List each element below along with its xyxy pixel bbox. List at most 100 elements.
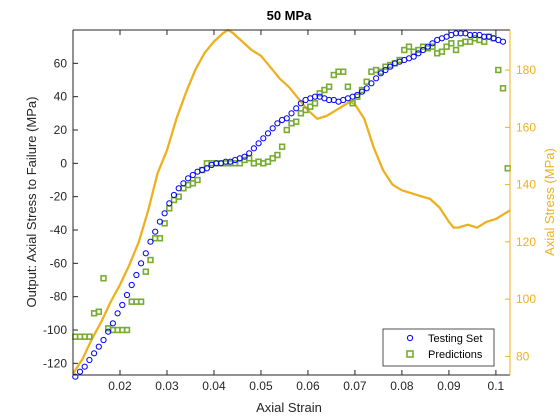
y-tick-label: 0 xyxy=(60,156,67,170)
y-tick-label-right: 80 xyxy=(516,349,530,363)
x-tick-label: 0.06 xyxy=(296,379,320,393)
testing-set-point xyxy=(297,100,304,107)
x-tick-label: 0.05 xyxy=(249,379,273,393)
prediction-point xyxy=(283,126,290,134)
testing-set-point xyxy=(76,368,84,375)
prediction-point xyxy=(325,83,333,90)
y-tick-label: 20 xyxy=(54,123,68,137)
testing-set-point xyxy=(264,130,272,137)
prediction-point xyxy=(316,90,323,97)
prediction-point xyxy=(349,100,356,107)
prediction-point xyxy=(142,268,149,275)
axes-layer: 0.02 0.03 0.04 0.05 0.06 0.07 0.08 0.09 0.1 -120 -… xyxy=(43,29,536,393)
chart-title: 50 MPa xyxy=(267,8,313,23)
testing-set-point xyxy=(363,85,370,92)
x-axis-label: Axial Strain xyxy=(256,400,322,415)
y-tick-label-right: 180 xyxy=(516,63,536,77)
y-tick-label-right: 140 xyxy=(516,178,536,192)
prediction-point xyxy=(452,46,460,54)
prediction-point xyxy=(311,100,319,107)
series-layer xyxy=(72,28,511,380)
testing-set-point xyxy=(246,150,253,157)
legend-label-testing-set: Testing Set xyxy=(428,333,482,345)
prediction-point xyxy=(499,85,507,92)
prediction-point xyxy=(438,48,446,55)
testing-set-point xyxy=(415,50,422,57)
y-tick-label: -120 xyxy=(43,356,67,370)
y-tick-label-right: 100 xyxy=(516,292,536,306)
y-tick-label-right: 160 xyxy=(516,120,536,134)
legend-marker-predictions xyxy=(406,350,414,358)
prediction-point xyxy=(194,176,201,184)
prediction-point xyxy=(100,275,107,282)
x-tick-label: 0.02 xyxy=(108,379,132,393)
x-tick-label: 0.08 xyxy=(390,379,414,393)
testing-set-point xyxy=(170,191,178,199)
prediction-point xyxy=(302,106,309,114)
prediction-point xyxy=(297,110,305,117)
x-tick-label: 0.07 xyxy=(343,379,367,393)
testing-set-point xyxy=(269,125,276,132)
testing-set-point xyxy=(156,218,163,225)
testing-set-point xyxy=(133,271,140,279)
prediction-point xyxy=(321,86,328,94)
legend-marker-testing-set xyxy=(406,334,414,342)
testing-set-point xyxy=(481,33,488,40)
x-tick-label: 0.09 xyxy=(437,379,461,393)
y-tick-label: -80 xyxy=(50,290,68,304)
testing-set-point xyxy=(180,180,187,187)
testing-set-point xyxy=(368,80,375,87)
testing-set-point xyxy=(382,66,389,74)
prediction-point xyxy=(443,43,450,50)
testing-set-point xyxy=(72,373,79,380)
testing-set-point xyxy=(166,200,173,207)
testing-set-point xyxy=(91,350,98,357)
prediction-point xyxy=(448,40,455,47)
prediction-point xyxy=(401,46,408,54)
prediction-point xyxy=(156,235,164,242)
y-tick-label: -100 xyxy=(43,323,67,337)
prediction-point xyxy=(264,158,272,165)
testing-set-point xyxy=(377,70,384,77)
testing-set-point xyxy=(373,75,380,82)
y-axis-label-right: Axial Stress (MPa) xyxy=(542,148,557,256)
testing-set-point xyxy=(424,43,431,50)
testing-set-point xyxy=(250,145,257,152)
y-tick-label: -20 xyxy=(50,190,68,204)
testing-set-point xyxy=(326,96,333,104)
prediction-point xyxy=(339,68,347,75)
testing-set-point xyxy=(260,135,267,142)
testing-set-point xyxy=(429,40,436,47)
prediction-point xyxy=(95,308,103,315)
testing-set-point xyxy=(288,110,295,117)
testing-set-point xyxy=(499,38,507,45)
testing-set-point xyxy=(86,356,93,364)
x-tick-label: 0.1 xyxy=(488,379,505,393)
prediction-point xyxy=(269,155,276,162)
testing-set-point xyxy=(467,31,474,39)
testing-set-point xyxy=(354,91,361,99)
testing-set-point xyxy=(100,336,107,344)
y-axis-label: Output: Axial Stress to Failure (MPa) xyxy=(24,97,39,308)
testing-set-point xyxy=(105,328,112,335)
prediction-point xyxy=(344,83,352,90)
prediction-point xyxy=(495,66,502,74)
testing-set-point xyxy=(147,238,154,245)
prediction-point xyxy=(147,256,154,264)
axial-stress-curve xyxy=(72,28,511,375)
y-tick-label: -40 xyxy=(50,223,68,237)
testing-set-point xyxy=(358,88,366,95)
testing-set-point xyxy=(457,30,464,37)
y-tick-label: 60 xyxy=(54,56,68,70)
legend-label-predictions: Predictions xyxy=(428,349,483,361)
x-tick-label: 0.04 xyxy=(202,379,226,393)
testing-set-point xyxy=(109,320,117,327)
prediction-point xyxy=(307,103,314,110)
testing-set-point xyxy=(410,53,417,60)
testing-set-point xyxy=(255,140,262,147)
testing-set-point xyxy=(175,185,182,192)
testing-set-point xyxy=(189,171,196,179)
y-tick-label: 40 xyxy=(54,90,68,104)
testing-set-point xyxy=(138,260,145,267)
testing-set-point xyxy=(241,153,248,160)
